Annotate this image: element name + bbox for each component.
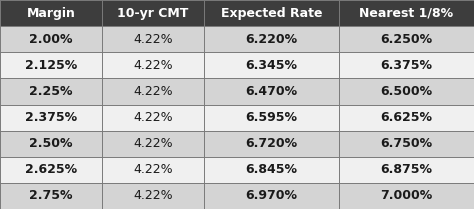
Text: 6.220%: 6.220% bbox=[246, 33, 297, 46]
Bar bbox=[204, 157, 339, 183]
Bar bbox=[0, 26, 102, 52]
Bar bbox=[204, 26, 339, 52]
Text: 6.845%: 6.845% bbox=[246, 163, 297, 176]
Text: 4.22%: 4.22% bbox=[133, 33, 173, 46]
Text: 6.625%: 6.625% bbox=[381, 111, 432, 124]
Text: 2.375%: 2.375% bbox=[25, 111, 77, 124]
Bar bbox=[204, 78, 339, 104]
Text: 2.125%: 2.125% bbox=[25, 59, 77, 72]
Bar bbox=[102, 104, 204, 131]
Text: 6.970%: 6.970% bbox=[246, 189, 297, 203]
Text: 4.22%: 4.22% bbox=[133, 59, 173, 72]
Text: 2.00%: 2.00% bbox=[29, 33, 73, 46]
Bar bbox=[102, 183, 204, 209]
Text: 2.75%: 2.75% bbox=[29, 189, 73, 203]
Bar bbox=[339, 78, 474, 104]
Bar bbox=[102, 0, 204, 26]
Bar bbox=[204, 131, 339, 157]
Text: 6.345%: 6.345% bbox=[246, 59, 297, 72]
Text: 6.375%: 6.375% bbox=[381, 59, 432, 72]
Bar bbox=[0, 104, 102, 131]
Bar bbox=[102, 78, 204, 104]
Bar bbox=[0, 183, 102, 209]
Bar bbox=[0, 131, 102, 157]
Bar bbox=[0, 0, 102, 26]
Text: 6.595%: 6.595% bbox=[246, 111, 297, 124]
Text: 6.250%: 6.250% bbox=[381, 33, 432, 46]
Text: 6.720%: 6.720% bbox=[246, 137, 297, 150]
Bar bbox=[204, 0, 339, 26]
Text: 7.000%: 7.000% bbox=[380, 189, 433, 203]
Text: 10-yr CMT: 10-yr CMT bbox=[117, 6, 189, 20]
Text: 4.22%: 4.22% bbox=[133, 189, 173, 203]
Bar bbox=[339, 183, 474, 209]
Bar bbox=[102, 26, 204, 52]
Text: 2.25%: 2.25% bbox=[29, 85, 73, 98]
Bar bbox=[204, 183, 339, 209]
Text: 6.750%: 6.750% bbox=[381, 137, 432, 150]
Bar bbox=[339, 26, 474, 52]
Bar bbox=[339, 104, 474, 131]
Bar bbox=[339, 131, 474, 157]
Bar bbox=[0, 78, 102, 104]
Text: 6.470%: 6.470% bbox=[246, 85, 297, 98]
Text: Margin: Margin bbox=[27, 6, 75, 20]
Text: 2.50%: 2.50% bbox=[29, 137, 73, 150]
Text: Expected Rate: Expected Rate bbox=[220, 6, 322, 20]
Bar bbox=[102, 52, 204, 78]
Text: 6.500%: 6.500% bbox=[381, 85, 432, 98]
Text: 4.22%: 4.22% bbox=[133, 85, 173, 98]
Bar bbox=[339, 157, 474, 183]
Bar bbox=[102, 131, 204, 157]
Bar bbox=[204, 104, 339, 131]
Text: 4.22%: 4.22% bbox=[133, 163, 173, 176]
Text: 4.22%: 4.22% bbox=[133, 137, 173, 150]
Text: 4.22%: 4.22% bbox=[133, 111, 173, 124]
Bar bbox=[0, 52, 102, 78]
Bar bbox=[102, 157, 204, 183]
Text: 6.875%: 6.875% bbox=[381, 163, 432, 176]
Bar bbox=[339, 0, 474, 26]
Text: Nearest 1/8%: Nearest 1/8% bbox=[359, 6, 454, 20]
Bar bbox=[0, 157, 102, 183]
Bar bbox=[339, 52, 474, 78]
Text: 2.625%: 2.625% bbox=[25, 163, 77, 176]
Bar bbox=[204, 52, 339, 78]
